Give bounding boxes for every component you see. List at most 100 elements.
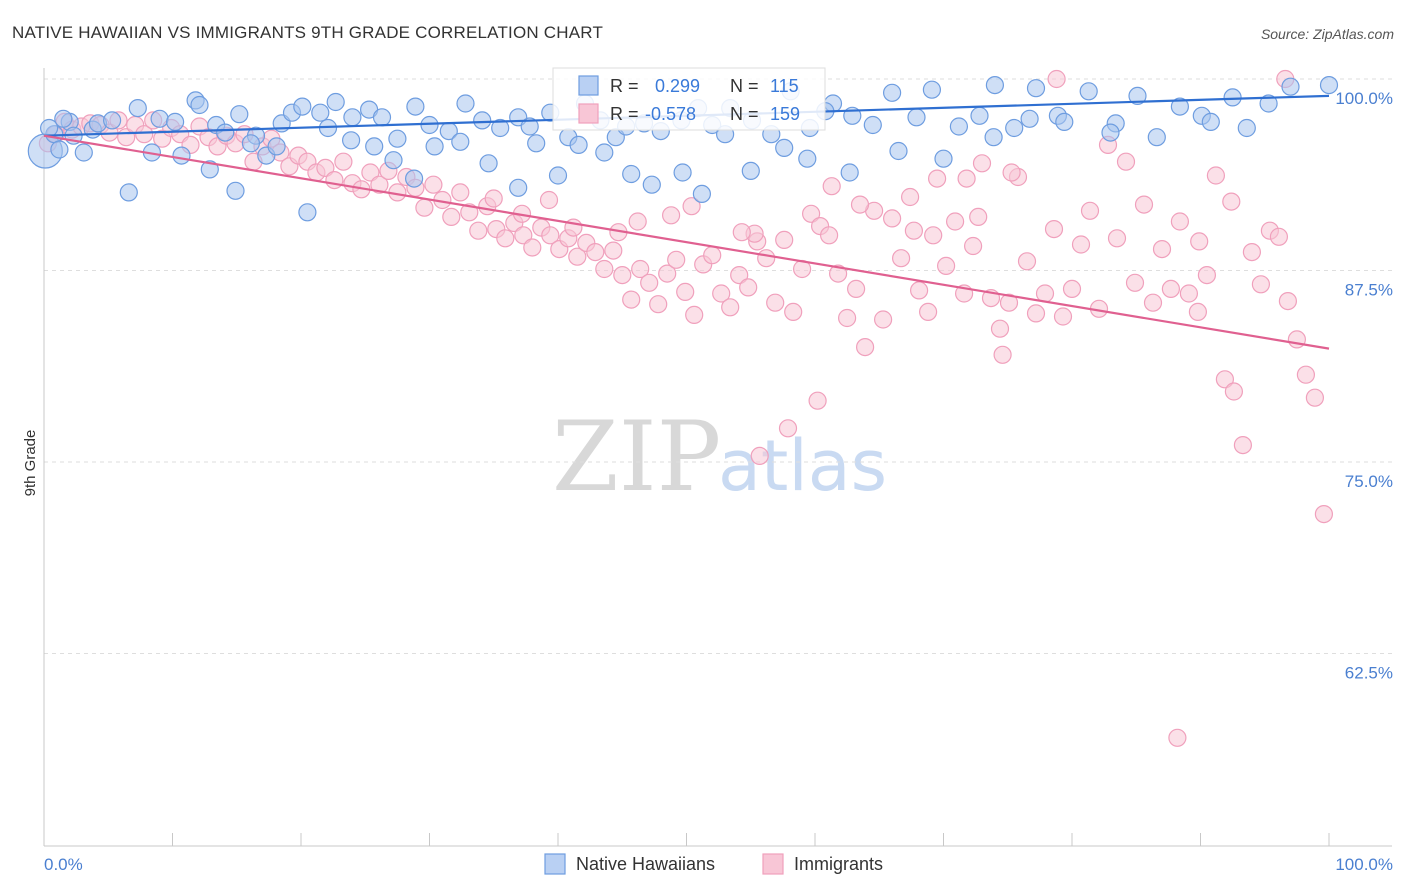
immigrant-point-43: [424, 175, 443, 194]
immigrant-point-80: [757, 249, 776, 268]
bottom-legend-native-hawaiians: Native Hawaiians: [576, 854, 715, 874]
immigrant-point-107: [999, 293, 1019, 312]
immigrant-point-143: [1168, 728, 1187, 747]
immigrant-point-134: [1242, 243, 1262, 262]
y-tick-label-1: 75.0%: [1345, 472, 1393, 491]
immigrant-point-59: [568, 247, 587, 266]
immigrant-point-56: [541, 226, 560, 245]
native-hawaiian-point-102: [798, 149, 817, 168]
watermark-atlas: atlas: [718, 425, 887, 507]
immigrant-point-37: [370, 175, 389, 194]
immigrant-point-78: [739, 278, 758, 297]
immigrant-point-72: [685, 305, 704, 324]
native-hawaiian-point-111: [1147, 128, 1166, 147]
immigrant-point-42: [415, 198, 434, 217]
native-hawaiian-point-66: [1170, 97, 1190, 116]
legend-r-label-blue: R =: [610, 76, 639, 96]
immigrants-trend-line: [43, 134, 1330, 350]
native-hawaiian-point-104: [840, 163, 859, 182]
immigrant-point-112: [1044, 220, 1064, 239]
immigrant-point-135: [1251, 275, 1271, 294]
legend-n-label-pink: N =: [730, 104, 759, 124]
native-hawaiian-point-78: [226, 181, 245, 200]
native-hawaiian-point-59: [985, 75, 1005, 95]
immigrant-point-75: [712, 284, 731, 303]
y-tick-label-2: 87.5%: [1345, 281, 1393, 300]
immigrant-point-71: [676, 282, 695, 301]
immigrant-point-122: [1134, 195, 1154, 214]
bottom-legend-swatch-native-hawaiians: [544, 853, 566, 875]
immigrant-point-77: [730, 266, 749, 285]
immigrant-point-64: [613, 266, 632, 285]
immigrant-point-85: [801, 204, 821, 223]
immigrant-point-95: [891, 249, 911, 268]
immigrant-point-51: [496, 229, 515, 248]
native-hawaiian-point-105: [889, 141, 908, 161]
native-hawaiian-point-71: [1319, 75, 1339, 95]
native-hawaiian-point-65: [1128, 86, 1147, 106]
native-hawaiian-point-26: [388, 129, 407, 148]
native-hawaiian-point-83: [342, 131, 361, 150]
immigrant-point-161: [682, 197, 701, 216]
axes: [43, 68, 1392, 847]
native-hawaiian-point-53: [863, 115, 882, 135]
immigrant-point-148: [1190, 232, 1209, 251]
bottom-legend: Native Hawaiians Immigrants: [544, 853, 883, 875]
immigrant-point-120: [1116, 152, 1136, 171]
native-hawaiian-point-70: [1281, 77, 1300, 96]
immigrant-point-111: [1035, 284, 1055, 303]
immigrant-point-115: [1071, 235, 1091, 254]
immigrant-point-144: [750, 446, 769, 465]
immigrant-point-46: [451, 183, 470, 202]
native-hawaiian-point-10: [166, 112, 185, 132]
immigrant-point-97: [909, 281, 929, 300]
immigrant-point-168: [484, 189, 503, 208]
native-hawaiian-point-13: [190, 95, 209, 115]
immigrant-point-152: [850, 195, 870, 214]
immigrant-point-98: [918, 302, 938, 321]
immigrant-point-150: [1047, 69, 1066, 89]
native-hawaiian-point-60: [1005, 118, 1024, 138]
native-hawaiian-point-79: [241, 134, 260, 153]
immigrant-point-154: [957, 169, 976, 188]
immigrant-point-53: [514, 226, 533, 245]
native-hawaiian-point-95: [622, 164, 641, 184]
stats-legend: R = 0.299 N = 115 R = -0.578 N = 159: [552, 67, 826, 131]
immigrant-point-93: [873, 310, 893, 329]
native-hawaiian-point-80: [267, 137, 286, 156]
legend-r-label-pink: R =: [610, 104, 639, 124]
immigrant-point-106: [990, 319, 1010, 338]
y-tick-label-3: 100.0%: [1335, 89, 1393, 108]
immigrant-point-129: [1197, 266, 1217, 285]
immigrant-point-65: [622, 290, 641, 309]
immigrant-point-141: [1305, 388, 1325, 407]
chart-title: NATIVE HAWAIIAN VS IMMIGRANTS 9TH GRADE …: [12, 23, 603, 42]
native-hawaiian-point-68: [1223, 88, 1242, 107]
bottom-legend-immigrants: Immigrants: [794, 854, 883, 874]
legend-r-value-blue: 0.299: [655, 76, 700, 96]
immigrant-point-127: [1179, 284, 1199, 303]
native-hawaiian-point-73: [74, 143, 93, 162]
native-hawaiian-point-77: [200, 160, 219, 179]
native-hawaiian-point-106: [934, 149, 953, 168]
immigrant-point-113: [1053, 307, 1073, 326]
native-hawaiian-point-74: [119, 183, 138, 202]
immigrant-point-88: [828, 264, 848, 283]
native-hawaiian-point-69: [1259, 94, 1278, 113]
native-hawaiian-point-55: [907, 108, 926, 127]
bottom-legend-swatch-immigrants: [762, 853, 784, 875]
immigrant-point-110: [1026, 304, 1046, 323]
immigrant-point-11: [135, 125, 154, 144]
immigrant-point-76: [721, 298, 740, 317]
immigrant-point-45: [442, 207, 461, 226]
immigrant-point-63: [604, 241, 623, 260]
immigrant-point-74: [703, 246, 722, 265]
immigrant-point-140: [1296, 365, 1316, 384]
native-hawaiian-point-2: [50, 140, 69, 159]
immigrant-point-142: [1314, 504, 1334, 524]
immigrant-point-114: [1062, 279, 1082, 298]
legend-n-label-blue: N =: [730, 76, 759, 96]
immigrant-point-101: [945, 212, 965, 231]
legend-n-value-blue: 115: [770, 76, 799, 96]
native-hawaiian-point-108: [1020, 109, 1039, 128]
